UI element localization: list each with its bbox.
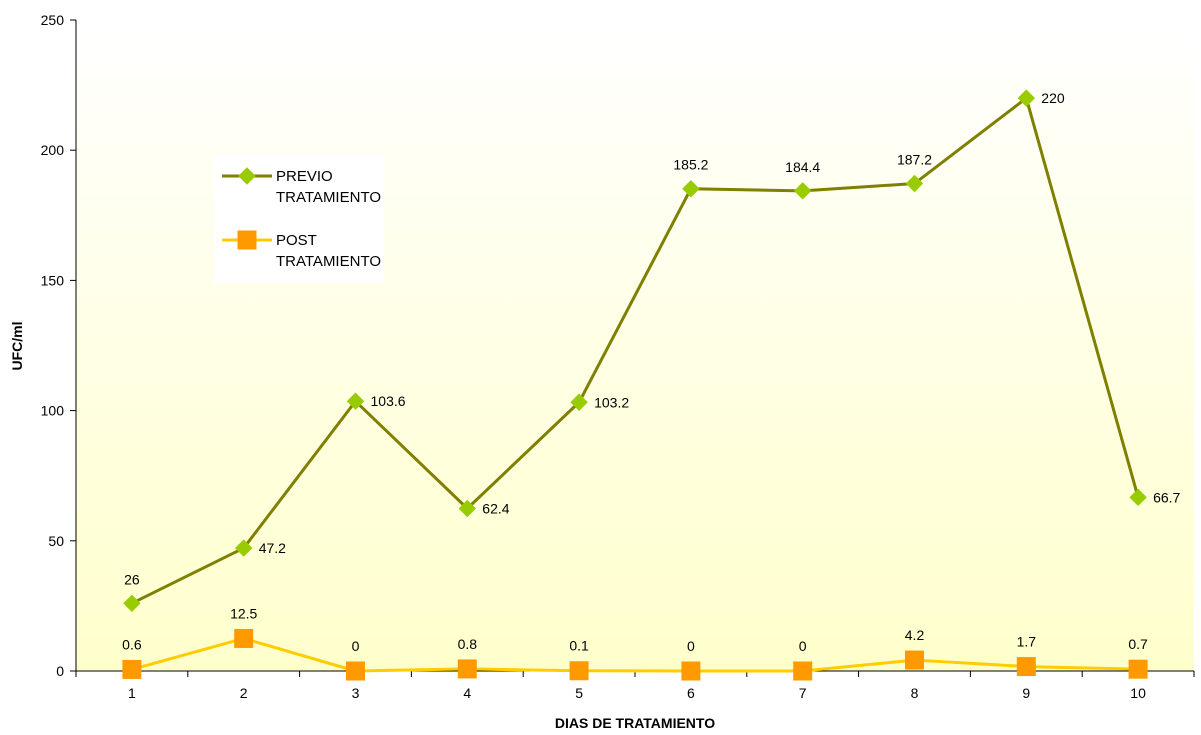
post-data-label: 0.8	[458, 636, 478, 652]
previo-point	[1129, 488, 1147, 507]
post-data-label: 4.2	[905, 627, 925, 643]
previo-data-label: 185.2	[673, 157, 708, 173]
post-point	[793, 661, 813, 681]
previo-data-label: 47.2	[259, 540, 286, 556]
previo-data-label: 184.4	[785, 159, 820, 175]
post-data-label: 0	[352, 638, 360, 654]
y-tick-label: 50	[48, 533, 64, 549]
y-axis-title: UFC/ml	[9, 322, 25, 371]
post-data-label: 1.7	[1017, 634, 1037, 650]
legend-entry-post: POST TRATAMIENTO	[222, 230, 381, 270]
post-point	[1016, 657, 1036, 677]
previo-point	[458, 499, 477, 518]
post-point	[569, 661, 589, 681]
post-point	[457, 659, 477, 679]
post-point	[1128, 659, 1148, 679]
previo-point	[234, 539, 253, 557]
previo-data-label: 62.4	[482, 501, 509, 517]
legend-swatch-marker	[237, 230, 257, 250]
post-series-line	[131, 636, 1139, 673]
previo-point	[682, 180, 700, 198]
plot-area	[76, 20, 1194, 671]
legend-label: POST	[276, 232, 317, 249]
x-tick-label: 1	[128, 685, 136, 701]
post-data-label: 12.5	[230, 605, 257, 621]
legend: PREVIO TRATAMIENTO POST TRATAMIENTO	[214, 155, 384, 283]
series-post	[122, 628, 1148, 681]
previo-point	[570, 393, 588, 411]
previo-data-label: 103.6	[371, 393, 406, 409]
previo-data-label: 187.2	[897, 152, 932, 168]
previo-point	[793, 182, 812, 200]
previo-point	[346, 392, 365, 410]
y-tick-label: 250	[41, 12, 65, 28]
previo-point	[1017, 89, 1036, 107]
series-previo	[123, 89, 1147, 613]
post-point	[234, 628, 254, 648]
x-tick-label: 9	[1022, 685, 1030, 701]
post-point	[122, 659, 142, 679]
y-tick-label: 150	[41, 272, 65, 288]
y-tick-label: 200	[41, 142, 65, 158]
previo-point	[905, 174, 924, 193]
post-data-label: 0.1	[569, 638, 589, 654]
x-tick-label: 8	[911, 685, 919, 701]
x-tick-label: 3	[352, 685, 360, 701]
post-data-label: 0.7	[1128, 636, 1148, 652]
x-tick-label: 7	[799, 685, 807, 701]
previo-data-label: 26	[124, 571, 140, 587]
post-point	[905, 650, 924, 670]
legend-swatch-marker	[238, 167, 256, 185]
legend-label: TRATAMIENTO	[276, 253, 381, 270]
x-tick-label: 4	[463, 685, 471, 701]
legend-label: TRATAMIENTO	[276, 189, 381, 206]
y-tick-label: 0	[56, 663, 64, 679]
post-point	[681, 661, 701, 681]
legend-label: PREVIO	[276, 168, 333, 185]
y-tick-label: 100	[41, 403, 65, 419]
previo-series-line	[131, 96, 1140, 605]
post-data-label: 0.6	[122, 636, 142, 652]
x-tick-label: 6	[687, 685, 695, 701]
previo-data-label: 103.2	[594, 394, 629, 410]
x-tick-label: 5	[575, 685, 583, 701]
previo-point	[123, 594, 141, 613]
post-data-label: 0	[687, 638, 695, 654]
previo-data-label: 220	[1041, 90, 1065, 106]
post-data-label: 0	[799, 638, 807, 654]
legend-entry-previo: PREVIO TRATAMIENTO	[222, 167, 381, 206]
previo-data-label: 66.7	[1153, 489, 1180, 505]
post-point	[346, 661, 365, 681]
x-tick-label: 10	[1130, 685, 1146, 701]
x-axis-title: DIAS DE TRATAMIENTO	[555, 715, 715, 731]
x-tick-label: 2	[240, 685, 248, 701]
